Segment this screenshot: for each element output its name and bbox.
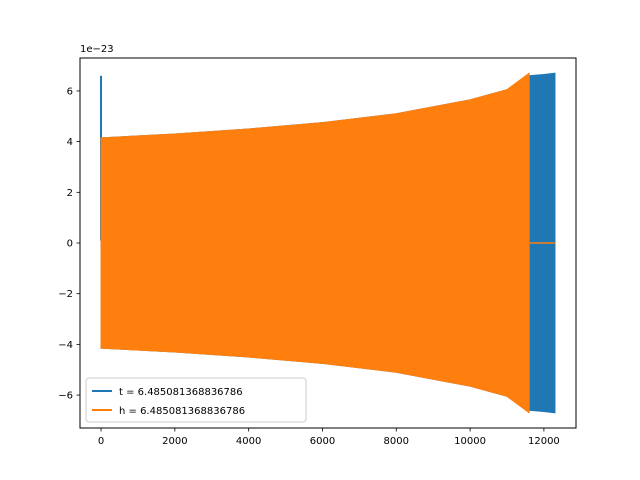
- x-tick-label: 0: [98, 436, 104, 447]
- legend-label: h = 6.485081368836786: [119, 406, 245, 417]
- series-1-envelope: [100, 72, 530, 414]
- x-tick-label: 6000: [310, 436, 335, 447]
- legend: t = 6.485081368836786 h = 6.4850813688367…: [85, 377, 307, 423]
- x-axis: 0 2000 4000 6000 8000 10000 12000: [98, 428, 560, 447]
- y-tick-label: 4: [67, 137, 73, 148]
- legend-box: [85, 377, 307, 423]
- x-tick-label: 12000: [528, 436, 560, 447]
- y-tick-label: 2: [67, 188, 73, 199]
- x-tick-label: 8000: [384, 436, 409, 447]
- legend-label: t = 6.485081368836786: [119, 387, 243, 398]
- y-tick-label: −4: [58, 340, 73, 351]
- plot-area: [100, 72, 556, 414]
- y-axis-offset-text: 1e−23: [80, 44, 114, 55]
- y-tick-label: 6: [67, 86, 73, 97]
- x-tick-label: 10000: [454, 436, 486, 447]
- series-1-group: [100, 72, 555, 414]
- y-tick-label: −2: [58, 289, 73, 300]
- y-axis: −6 −4 −2 0 2 4 6: [58, 86, 80, 402]
- x-tick-label: 4000: [236, 436, 261, 447]
- x-tick-label: 2000: [162, 436, 187, 447]
- y-tick-label: 0: [67, 239, 73, 250]
- y-tick-label: −6: [58, 391, 73, 402]
